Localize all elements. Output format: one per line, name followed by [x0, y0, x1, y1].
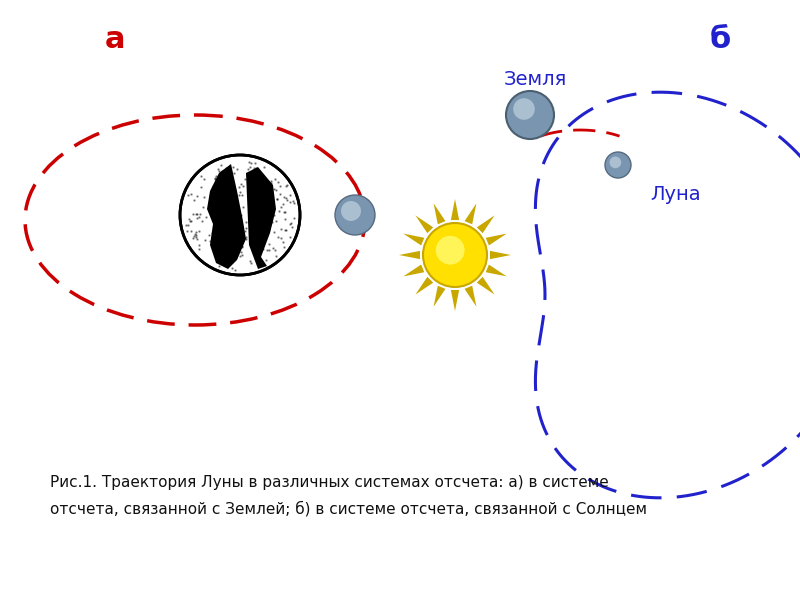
Circle shape: [341, 201, 361, 221]
Polygon shape: [434, 286, 446, 307]
Polygon shape: [486, 265, 506, 277]
Circle shape: [514, 98, 534, 120]
Polygon shape: [477, 277, 494, 295]
Polygon shape: [451, 290, 459, 311]
Polygon shape: [434, 203, 446, 224]
Polygon shape: [403, 233, 424, 245]
Polygon shape: [403, 265, 424, 277]
Polygon shape: [415, 277, 434, 295]
Text: б: б: [710, 25, 730, 54]
Polygon shape: [490, 251, 511, 259]
Polygon shape: [465, 203, 477, 224]
Polygon shape: [415, 215, 434, 233]
Circle shape: [610, 157, 622, 168]
Text: отсчета, связанной с Землей; б) в системе отсчета, связанной с Солнцем: отсчета, связанной с Землей; б) в систем…: [50, 501, 647, 517]
Polygon shape: [207, 164, 246, 269]
Polygon shape: [246, 167, 276, 269]
Polygon shape: [486, 233, 506, 245]
Circle shape: [436, 236, 465, 265]
Polygon shape: [451, 199, 459, 220]
Circle shape: [423, 223, 487, 287]
Circle shape: [180, 155, 300, 275]
Text: Земля: Земля: [503, 70, 566, 89]
Circle shape: [335, 195, 375, 235]
Circle shape: [506, 91, 554, 139]
Text: Рис.1. Траектория Луны в различных системах отсчета: а) в системе: Рис.1. Траектория Луны в различных систе…: [50, 475, 609, 490]
Text: а: а: [105, 25, 126, 54]
Polygon shape: [465, 286, 477, 307]
Circle shape: [605, 152, 631, 178]
Text: Луна: Луна: [650, 185, 701, 204]
Polygon shape: [399, 251, 420, 259]
Polygon shape: [477, 215, 494, 233]
